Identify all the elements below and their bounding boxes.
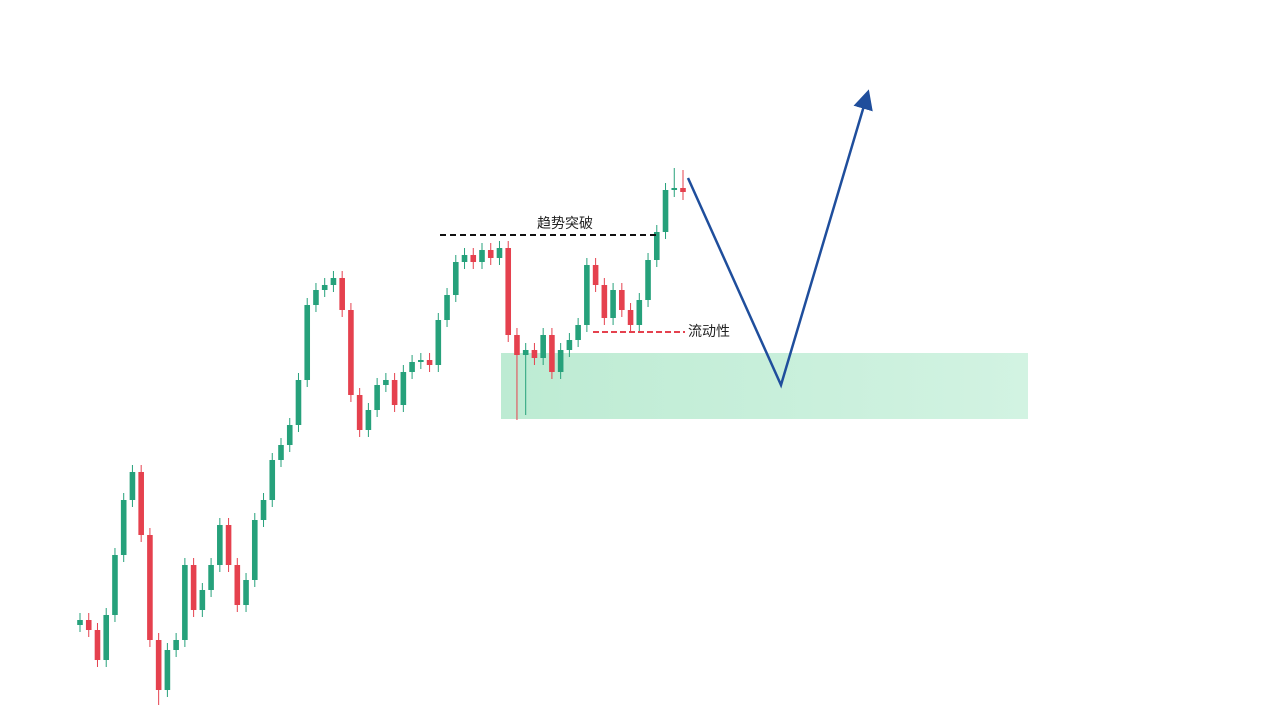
candle-body (356, 395, 363, 430)
candle-body (348, 310, 354, 395)
candle-body (426, 360, 433, 365)
candle-body (182, 565, 188, 640)
candle-body (120, 500, 127, 555)
candle-body (269, 460, 276, 500)
candle-body (190, 565, 197, 610)
candle-body (680, 188, 686, 192)
candle-body (199, 590, 206, 610)
candle-body (225, 525, 232, 565)
candle-body (619, 290, 625, 310)
candle-body (627, 310, 634, 325)
candle-body (540, 335, 546, 358)
candle-body (217, 525, 223, 565)
candle-body (103, 615, 110, 660)
candle-body (610, 290, 616, 318)
liquidity-label: 流动性 (688, 324, 730, 340)
candle-body (313, 290, 319, 305)
candle-body (601, 285, 608, 318)
candles (77, 168, 686, 705)
candle-body (531, 350, 538, 358)
candle-body (575, 325, 581, 340)
candle-body (496, 248, 503, 258)
candle-body (435, 320, 442, 365)
candle-body (234, 565, 241, 605)
candle-body (173, 640, 179, 650)
candle-body (461, 255, 468, 262)
candle-body (295, 380, 302, 425)
candle-body (487, 250, 494, 258)
candle-body (479, 250, 485, 262)
candle-body (286, 425, 293, 445)
candle-body (514, 335, 520, 355)
candle-body (129, 472, 136, 500)
candle-body (383, 380, 389, 385)
candle-body (260, 500, 267, 520)
candle-body (671, 188, 678, 190)
candle-body (147, 535, 153, 640)
candle-body (208, 565, 214, 590)
candle-body (391, 380, 398, 405)
candle-body (584, 265, 590, 325)
candle-body (374, 385, 380, 410)
candle-body (653, 232, 660, 260)
candle-body (557, 350, 564, 372)
candle-body (138, 472, 144, 535)
candle-body (94, 630, 101, 660)
candle-body (278, 445, 284, 460)
candle-body (522, 350, 529, 355)
candle-body (400, 372, 407, 405)
candle-body (444, 295, 450, 320)
candle-body (452, 262, 459, 295)
candle-body (155, 640, 162, 690)
candle-body (321, 285, 328, 290)
candle-body (365, 410, 372, 430)
candle-body (505, 248, 512, 335)
candle-body (566, 340, 573, 350)
candle-body (592, 265, 599, 285)
candle-body (77, 620, 83, 625)
candle-body (339, 278, 345, 310)
candle-body (662, 190, 669, 232)
candle-body (164, 650, 171, 690)
candle-body (85, 620, 92, 630)
candle-body (470, 255, 477, 262)
candle-body (549, 335, 555, 372)
candle-body (251, 520, 258, 580)
projection-arrow (686, 89, 873, 389)
candle-body (636, 300, 643, 325)
candle-body (409, 362, 415, 372)
candle-body (645, 260, 651, 300)
candle-body (330, 278, 337, 285)
candle-body (112, 555, 118, 615)
candle-body (418, 360, 424, 362)
breakout-label: 趋势突破 (537, 216, 593, 232)
candle-body (304, 305, 311, 380)
demand-zone (501, 353, 1028, 419)
candle-body (243, 580, 249, 605)
